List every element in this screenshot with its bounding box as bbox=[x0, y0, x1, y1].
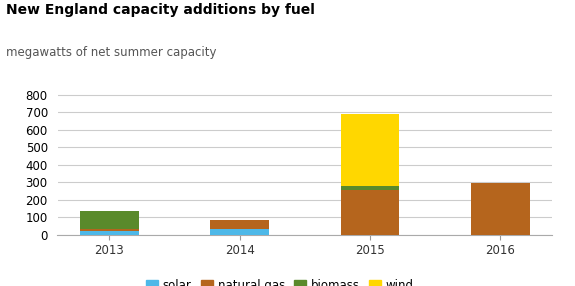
Legend: solar, natural gas, biomass, wind: solar, natural gas, biomass, wind bbox=[146, 279, 414, 286]
Bar bbox=[210, 229, 269, 235]
Bar bbox=[340, 190, 399, 235]
Bar bbox=[210, 220, 269, 229]
Bar bbox=[80, 211, 139, 229]
Text: New England capacity additions by fuel: New England capacity additions by fuel bbox=[6, 3, 315, 17]
Bar bbox=[340, 114, 399, 186]
Bar bbox=[80, 229, 139, 231]
Bar bbox=[80, 231, 139, 235]
Text: megawatts of net summer capacity: megawatts of net summer capacity bbox=[6, 46, 216, 59]
Bar bbox=[340, 186, 399, 190]
Bar bbox=[471, 183, 530, 235]
